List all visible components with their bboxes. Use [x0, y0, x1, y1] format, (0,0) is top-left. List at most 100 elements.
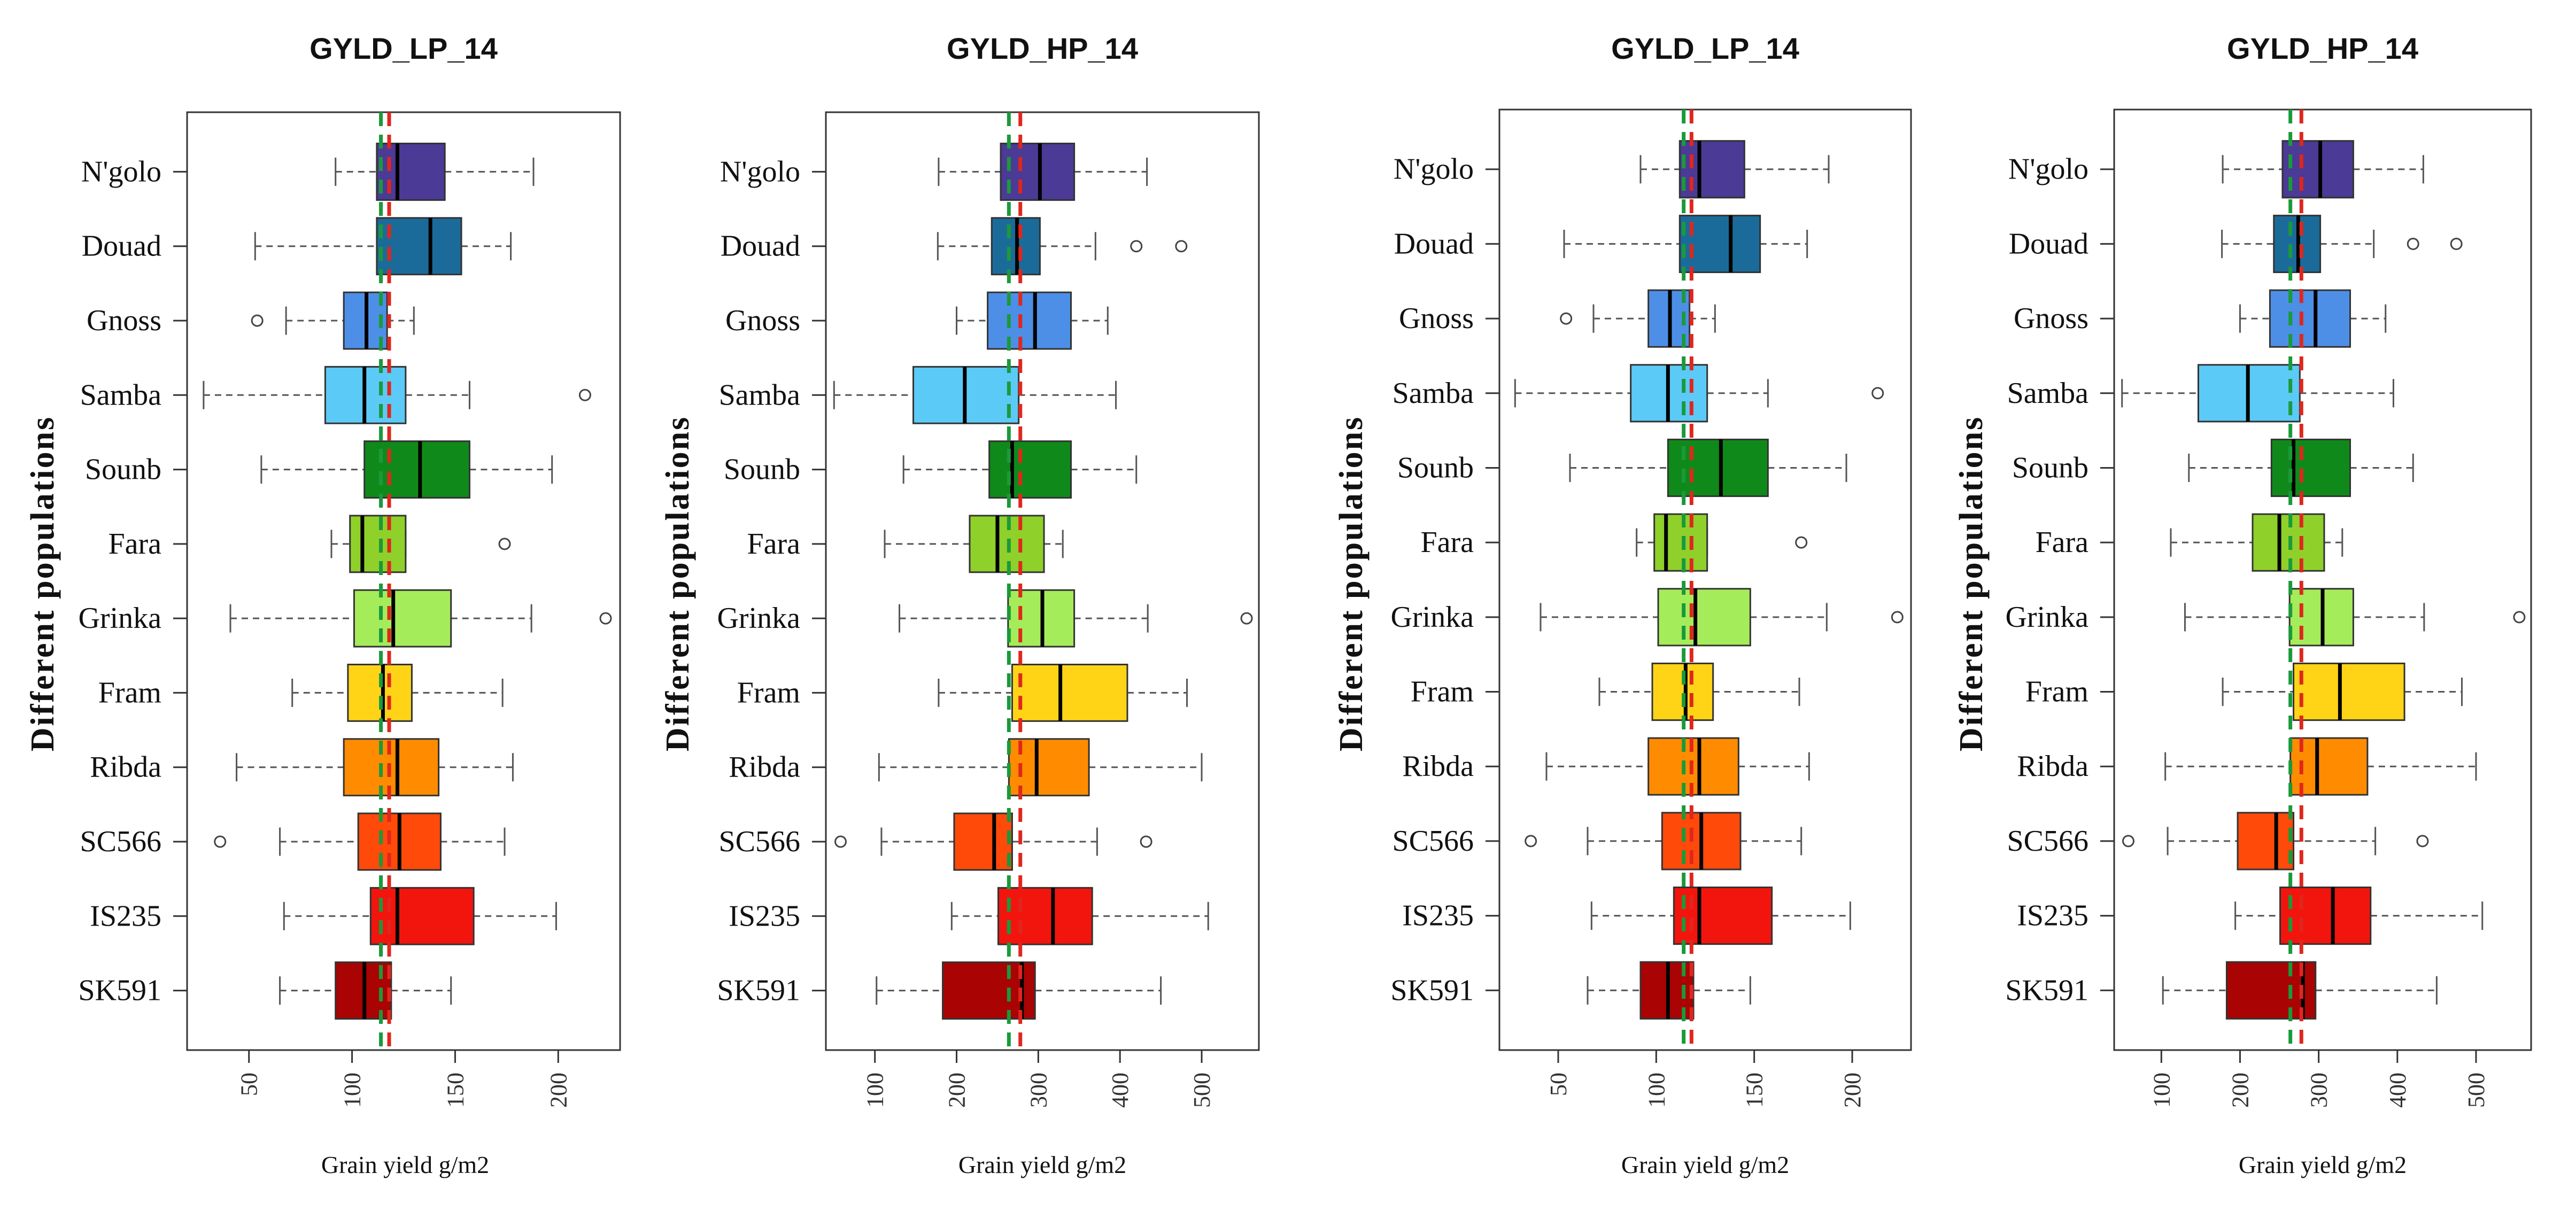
- panel-2: Different populations GYLD_HP_14 Grain y…: [660, 32, 1260, 1178]
- box: [353, 589, 452, 648]
- panel-4: Different populations GYLD_HP_14 Grain y…: [1953, 32, 2532, 1178]
- box: [997, 887, 1093, 945]
- outlier-point: [1130, 240, 1143, 253]
- category-label: Ribda: [1402, 750, 1474, 783]
- box: [2237, 812, 2295, 871]
- panel-title: GYLD_HP_14: [2227, 32, 2418, 65]
- x-tick-label: 150: [1742, 1073, 1768, 1108]
- outlier-point: [1891, 611, 1904, 624]
- category-label: SK591: [1390, 974, 1474, 1007]
- category-label: SC566: [80, 825, 162, 858]
- box: [1647, 737, 1739, 796]
- x-tick-label: 200: [1839, 1073, 1866, 1108]
- category-label: Samba: [1393, 377, 1474, 410]
- box: [988, 440, 1072, 499]
- category-label: IS235: [1402, 899, 1474, 933]
- x-tick-label: 100: [862, 1073, 888, 1108]
- category-label: IS235: [90, 899, 161, 933]
- box: [343, 738, 440, 797]
- category-label: Fram: [1411, 675, 1474, 709]
- box: [2279, 886, 2372, 945]
- panel-title: GYLD_LP_14: [310, 32, 498, 65]
- outlier-point: [578, 389, 591, 401]
- category-label: Sounb: [2012, 451, 2088, 484]
- outlier-point: [599, 612, 612, 625]
- category-label: N'golo: [1394, 153, 1474, 186]
- category-label: SC566: [2007, 825, 2089, 858]
- box: [953, 812, 1013, 871]
- box: [2269, 289, 2351, 348]
- category-label: SK591: [2005, 974, 2088, 1007]
- category-label: Douad: [2009, 227, 2088, 260]
- category-label: Gnoss: [1399, 302, 1474, 335]
- category-label: Fara: [747, 527, 800, 561]
- box: [1678, 140, 1745, 199]
- box: [1653, 513, 1708, 572]
- y-axis-label: Different populations: [1333, 416, 1370, 752]
- y-axis-label: Different populations: [25, 416, 61, 752]
- category-label: Grinka: [2005, 601, 2088, 634]
- category-label: IS235: [729, 899, 800, 933]
- box: [1673, 886, 1773, 945]
- outlier-point: [2513, 611, 2526, 624]
- category-label: Gnoss: [2014, 302, 2088, 335]
- x-tick-label: 300: [1025, 1073, 1051, 1108]
- box: [2252, 513, 2325, 572]
- outlier-point: [1871, 387, 1884, 400]
- category-label: SC566: [1393, 825, 1474, 858]
- x-axis-label: Grain yield g/m2: [2239, 1151, 2407, 1178]
- category-label: Gnoss: [87, 304, 161, 337]
- category-label: IS235: [2017, 899, 2088, 933]
- box: [1657, 588, 1751, 647]
- x-axis-label: Grain yield g/m2: [1621, 1151, 1789, 1178]
- category-label: Fara: [1420, 526, 1474, 559]
- box: [376, 143, 446, 201]
- x-tick-label: 200: [545, 1073, 571, 1108]
- box: [2270, 438, 2351, 498]
- x-axis-label: Grain yield g/m2: [958, 1151, 1126, 1178]
- category-label: SK591: [717, 974, 800, 1007]
- category-label: N'golo: [81, 155, 161, 188]
- x-tick-label: 50: [236, 1073, 262, 1096]
- plot-frame: [1498, 108, 1912, 1051]
- category-label: Ribda: [90, 751, 161, 784]
- box: [349, 515, 407, 573]
- panel-3: Different populations GYLD_LP_14 Grain y…: [1333, 32, 1912, 1178]
- plot-frame: [2113, 108, 2532, 1051]
- category-label: Gnoss: [725, 304, 800, 337]
- x-tick-label: 150: [442, 1073, 468, 1108]
- category-label: Samba: [2007, 377, 2089, 410]
- x-tick-label: 400: [1107, 1073, 1133, 1108]
- category-label: N'golo: [2008, 153, 2088, 186]
- category-label: Douad: [721, 230, 800, 263]
- x-tick-label: 200: [944, 1073, 970, 1108]
- box: [987, 291, 1072, 350]
- category-label: Douad: [82, 230, 161, 263]
- x-tick-label: 100: [339, 1073, 366, 1108]
- y-axis-label: Different populations: [660, 416, 696, 752]
- category-label: Sounb: [85, 453, 161, 486]
- outlier-point: [1140, 835, 1152, 848]
- x-tick-label: 500: [2463, 1073, 2489, 1108]
- outlier-point: [1240, 612, 1253, 625]
- category-label: Fram: [2025, 675, 2088, 709]
- category-label: Fara: [108, 527, 161, 561]
- category-label: Douad: [1394, 227, 1474, 260]
- category-label: SC566: [719, 825, 801, 858]
- category-label: Grinka: [78, 602, 161, 635]
- outlier-point: [2122, 835, 2134, 848]
- outlier-point: [2416, 835, 2429, 848]
- category-label: Fara: [2035, 526, 2088, 559]
- x-tick-label: 500: [1189, 1073, 1215, 1108]
- panel-1: Different populations GYLD_LP_14 Grain y…: [25, 32, 621, 1178]
- category-label: Samba: [80, 378, 162, 411]
- category-label: Sounb: [1397, 451, 1474, 484]
- category-label: Ribda: [2017, 750, 2088, 783]
- x-tick-label: 50: [1545, 1073, 1572, 1096]
- box: [2293, 662, 2405, 721]
- box: [1008, 738, 1090, 797]
- box: [369, 887, 475, 945]
- category-label: Samba: [719, 378, 801, 411]
- plot-frame: [186, 111, 621, 1051]
- box: [1000, 143, 1076, 201]
